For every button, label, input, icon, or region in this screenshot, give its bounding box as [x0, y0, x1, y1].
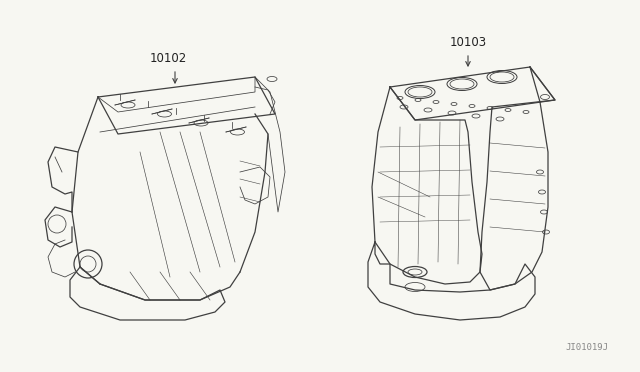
Text: 10102: 10102 [150, 52, 188, 65]
Text: 10103: 10103 [450, 36, 487, 49]
Text: JI01019J: JI01019J [565, 343, 608, 352]
